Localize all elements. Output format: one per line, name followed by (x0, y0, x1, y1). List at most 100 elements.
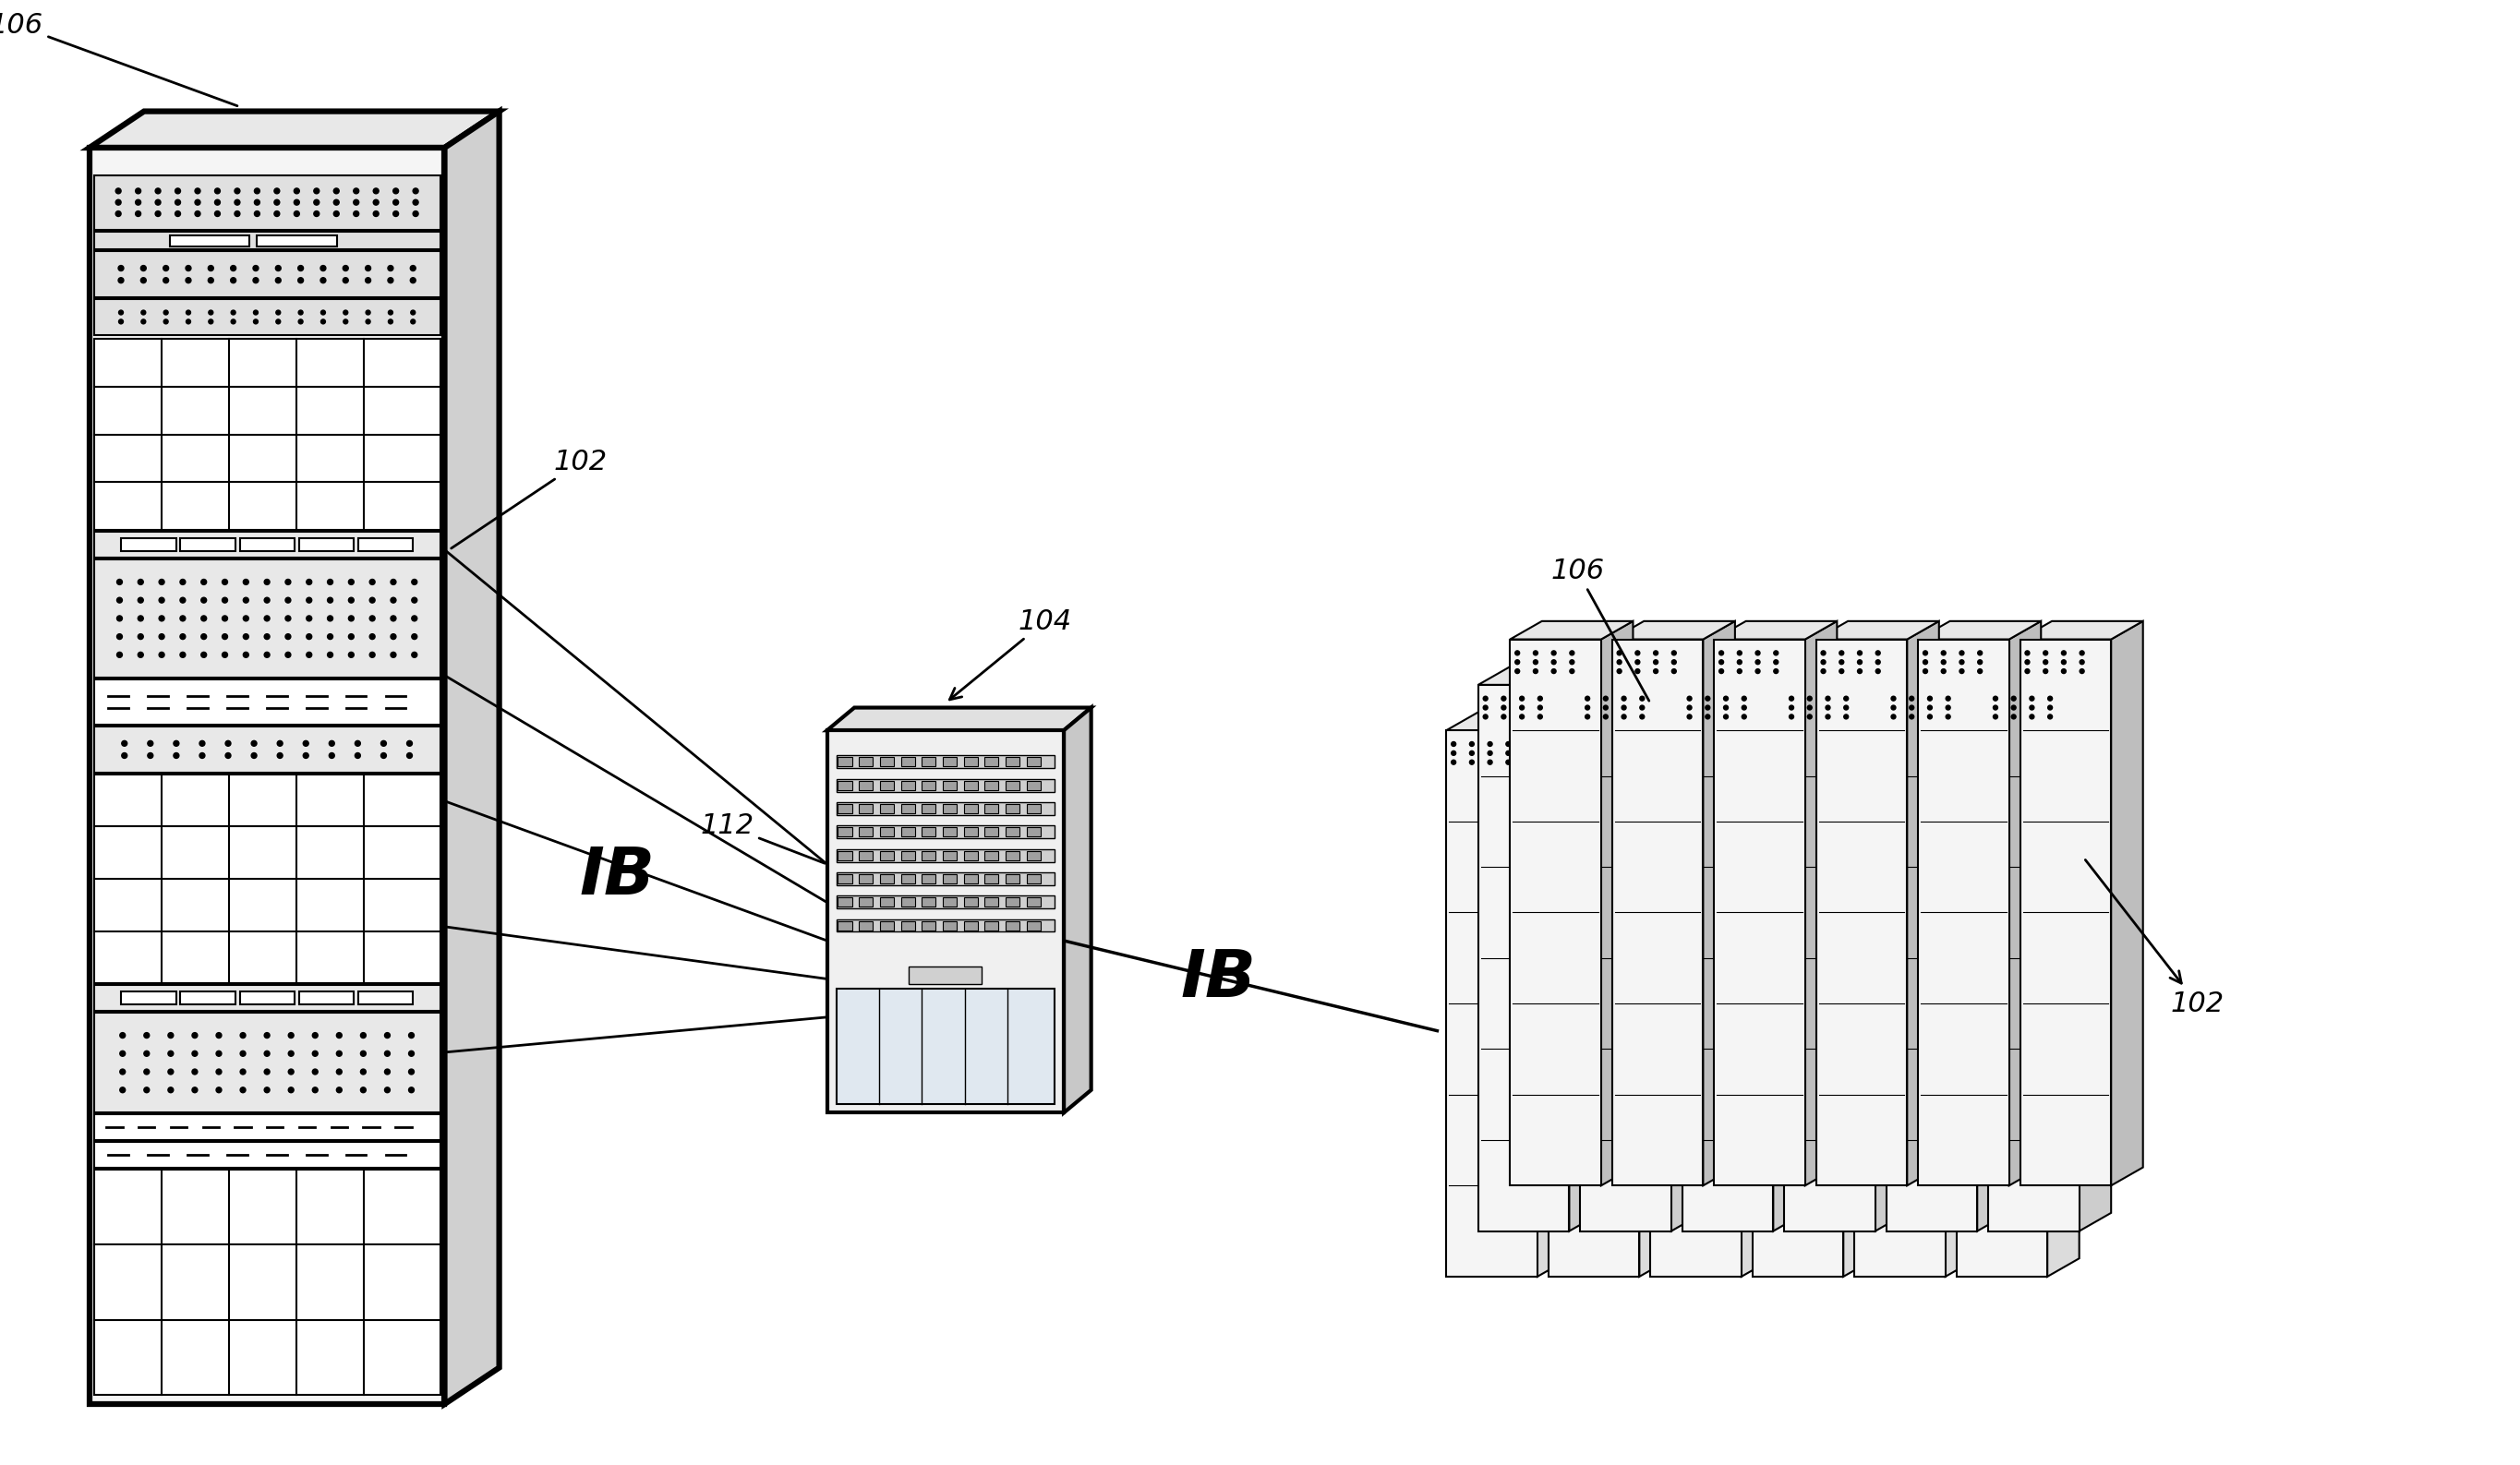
Circle shape (164, 265, 169, 271)
Circle shape (179, 615, 186, 621)
Circle shape (1756, 752, 1761, 756)
Circle shape (355, 741, 360, 746)
Polygon shape (1714, 621, 1837, 639)
Circle shape (1789, 696, 1794, 700)
Polygon shape (1683, 667, 1804, 684)
Circle shape (2029, 715, 2034, 719)
Circle shape (287, 1050, 295, 1056)
Circle shape (1993, 705, 1998, 711)
Circle shape (1603, 715, 1608, 719)
Bar (922, 898, 935, 907)
Circle shape (222, 615, 227, 621)
Bar (1651, 731, 1741, 1276)
Circle shape (159, 615, 164, 621)
Circle shape (1585, 705, 1590, 711)
Circle shape (1998, 741, 2003, 746)
Bar (837, 803, 1056, 815)
Circle shape (186, 311, 192, 315)
Circle shape (116, 579, 123, 585)
Circle shape (2029, 696, 2034, 700)
Circle shape (1552, 752, 1557, 756)
Polygon shape (2008, 621, 2041, 1185)
Circle shape (1794, 741, 1799, 746)
Bar (837, 779, 1056, 791)
Bar (922, 828, 935, 837)
Circle shape (1756, 670, 1759, 674)
Circle shape (159, 579, 164, 585)
Circle shape (121, 1069, 126, 1074)
Bar (1005, 757, 1021, 766)
Bar (1005, 851, 1021, 860)
Circle shape (1688, 696, 1691, 700)
Bar (93, 231, 441, 249)
Bar (942, 898, 958, 907)
Bar (839, 828, 852, 837)
Circle shape (202, 615, 207, 621)
Circle shape (265, 615, 270, 621)
Bar (879, 804, 895, 813)
Bar (859, 804, 872, 813)
Circle shape (393, 188, 398, 193)
Circle shape (2026, 670, 2029, 674)
Circle shape (1961, 741, 1966, 746)
Circle shape (1940, 670, 1945, 674)
Circle shape (1656, 760, 1661, 765)
Circle shape (320, 265, 325, 271)
Bar (1956, 731, 2046, 1276)
Bar (963, 921, 978, 930)
Polygon shape (1875, 667, 1908, 1231)
Bar (942, 757, 958, 766)
Circle shape (348, 615, 353, 621)
Bar (922, 757, 935, 766)
Circle shape (411, 615, 418, 621)
Circle shape (1635, 670, 1641, 674)
Bar (93, 338, 441, 530)
Circle shape (252, 265, 260, 271)
Circle shape (1993, 715, 1998, 719)
Circle shape (1860, 760, 1865, 765)
Circle shape (343, 311, 348, 315)
Circle shape (391, 634, 396, 639)
Circle shape (343, 277, 348, 283)
Circle shape (2016, 760, 2021, 765)
Bar (879, 828, 895, 837)
Circle shape (312, 1050, 318, 1056)
Bar (879, 875, 895, 883)
Circle shape (1877, 760, 1882, 765)
Polygon shape (1600, 621, 1633, 1185)
Circle shape (1724, 705, 1729, 711)
Polygon shape (1613, 621, 1734, 639)
Text: IB: IB (580, 844, 655, 908)
Circle shape (156, 188, 161, 193)
Polygon shape (1580, 667, 1704, 684)
Circle shape (217, 1050, 222, 1056)
Circle shape (1719, 650, 1724, 655)
Circle shape (209, 311, 214, 315)
Circle shape (2016, 741, 2021, 746)
Circle shape (365, 265, 370, 271)
Bar (2021, 639, 2112, 1185)
Circle shape (307, 652, 312, 658)
Polygon shape (1842, 712, 1875, 1276)
Bar (837, 895, 1056, 908)
Circle shape (1641, 696, 1646, 700)
Circle shape (1673, 752, 1678, 756)
Circle shape (411, 311, 416, 315)
Circle shape (186, 277, 192, 283)
Polygon shape (2079, 667, 2112, 1231)
Circle shape (373, 211, 378, 217)
Polygon shape (1446, 712, 1570, 731)
Circle shape (275, 277, 280, 283)
Circle shape (1923, 650, 1928, 655)
Bar (1613, 639, 1704, 1185)
Circle shape (1635, 650, 1641, 655)
Polygon shape (2046, 712, 2079, 1276)
Circle shape (1570, 670, 1575, 674)
Bar (963, 781, 978, 790)
Circle shape (1724, 696, 1729, 700)
Circle shape (265, 1050, 270, 1056)
Bar (879, 781, 895, 790)
Circle shape (320, 277, 325, 283)
Circle shape (1711, 741, 1714, 746)
Circle shape (1608, 760, 1613, 765)
